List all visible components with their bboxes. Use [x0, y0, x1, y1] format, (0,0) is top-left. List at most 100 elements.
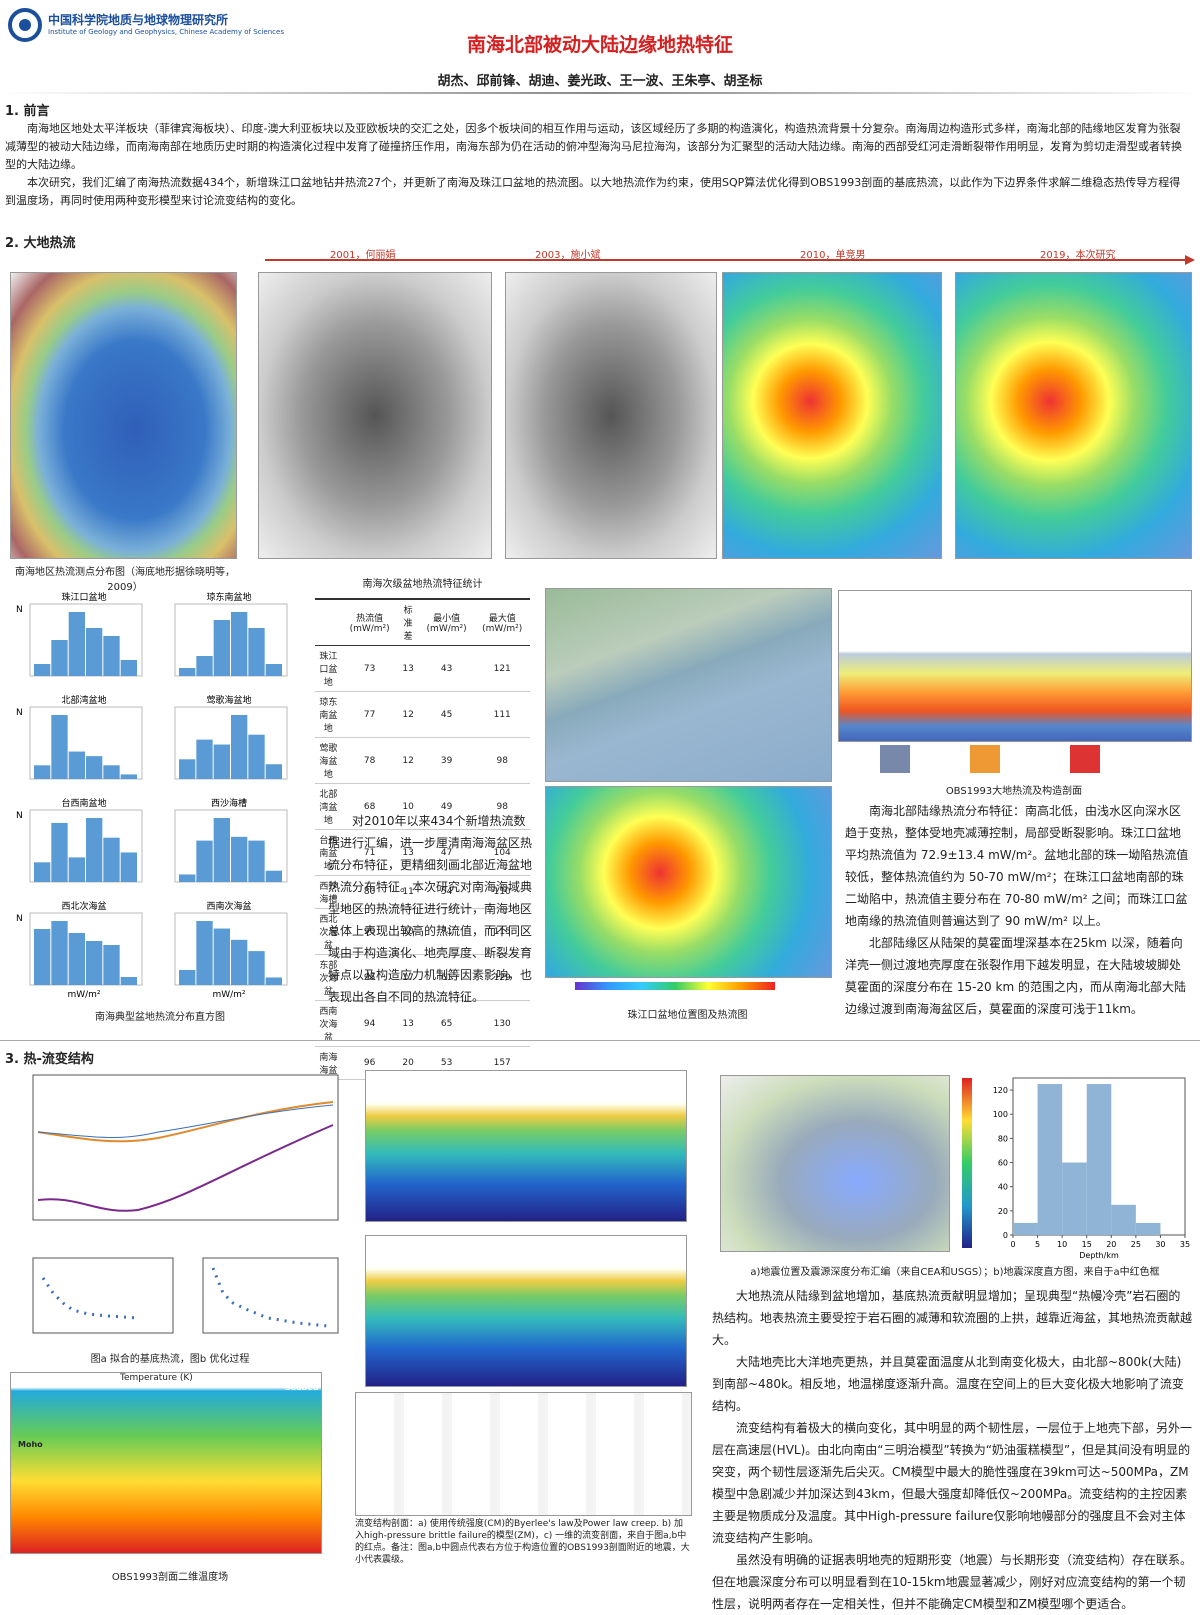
table-cell: 北部湾盆地 — [315, 783, 342, 830]
map-2001 — [258, 272, 492, 559]
y-tick-label: 40 — [998, 1183, 1008, 1192]
table-cell: 西沙海槽 — [315, 875, 342, 909]
depth-histogram: 0 20 40 60 80 100 120 0 5 10 15 20 25 30 35 Depth/km — [993, 1077, 1190, 1260]
table-cell: 43 — [418, 645, 475, 692]
pearl-location-map — [545, 588, 832, 782]
table-header-cell: 标准差 — [397, 598, 419, 646]
table-cell: 73 — [341, 645, 398, 692]
fit-caption: 图a 拟合的基底热流，图b 优化过程 — [90, 1354, 250, 1365]
bar — [120, 660, 137, 676]
intro-text: 南海地区地处太平洋板块（菲律宾海板块）、印度-澳大利亚板块以及亚欧板块的交汇之处… — [5, 120, 1190, 210]
bar — [34, 765, 51, 779]
section-heading: 1. 前言 — [5, 104, 50, 119]
paragraph: 虽然没有明确的证据表明地壳的短期形变（地震）与长期形变（流变结构）存在联系。但在… — [712, 1553, 1193, 1611]
bar — [51, 715, 68, 779]
table-box: 热流值 (mW/m²) 标准差 最小值 (mW/m²) 最大值 (mW/m²) 珠江口盆… — [315, 598, 530, 1080]
y-unit: N — [16, 811, 23, 821]
histogram-panel: 西北次海盆 NmW/m² — [16, 900, 143, 999]
table-cell: 77 — [341, 691, 398, 738]
paragraph: 对2010年以来434个新增热流数据进行汇编，进一步厘清南海海盆区热流分布特征，… — [328, 814, 533, 1004]
y-tick-label: 120 — [993, 1086, 1008, 1095]
histogram-title: 西沙海槽 — [211, 797, 247, 809]
bar — [248, 628, 265, 676]
bar — [213, 818, 230, 882]
table-cell: 90 — [341, 908, 398, 955]
bar — [1013, 1222, 1038, 1235]
x-tick-label: 10 — [1057, 1240, 1067, 1249]
bar — [86, 628, 103, 676]
table-cell: 65 — [418, 1000, 475, 1047]
table-cell: 12 — [397, 737, 419, 784]
pearl-heatflow-map — [545, 786, 832, 978]
x-unit: mW/m² — [212, 990, 245, 999]
x-tick-label: 35 — [1180, 1240, 1190, 1249]
bar — [86, 818, 103, 882]
bar — [68, 612, 85, 676]
plot-frame — [202, 1257, 339, 1334]
optimization-plots — [32, 1257, 339, 1334]
bar — [196, 739, 213, 779]
table-row: 西北次海盆 90 10 71 115 — [315, 908, 530, 955]
map-caption: 南海地区热流测点分布图（海底地形据徐晓明等，2009） — [15, 567, 235, 593]
table-cell: 莺歌海盆地 — [315, 737, 342, 784]
bar — [265, 664, 282, 676]
paragraph: 本次研究，我们汇编了南海热流数据434个，新增珠江口盆地钻井热流27个，并更新了… — [5, 176, 1181, 207]
bar — [179, 969, 196, 985]
table-cell: 13 — [397, 1000, 419, 1047]
temperature-title: Temperature (K) — [120, 1373, 193, 1383]
bar — [231, 836, 248, 882]
histogram-panel: 台西南盆地 N — [16, 797, 143, 883]
table-cell: 西北次海盆 — [315, 908, 342, 955]
pearl-caption: 珠江口盆地位置图及热流图 — [627, 1010, 748, 1021]
plot-frame — [32, 1074, 339, 1221]
seabed-label: Seabed — [285, 1383, 319, 1392]
table-cell: 94 — [341, 1000, 398, 1047]
table-cell: 13 — [397, 645, 419, 692]
bar — [86, 941, 103, 985]
bar — [196, 656, 213, 676]
table-row: 北部湾盆地 68 10 49 98 — [315, 783, 530, 830]
bar — [120, 977, 137, 985]
obs-section — [838, 590, 1192, 742]
table-cell: 71 — [341, 829, 398, 876]
curve — [37, 1101, 334, 1143]
bar — [103, 945, 120, 985]
y-tick-label: 0 — [1003, 1231, 1008, 1240]
table-cell: 13 — [397, 829, 419, 876]
bar — [196, 921, 213, 985]
table-cell: 111 — [474, 691, 530, 738]
bar — [86, 756, 103, 779]
bar — [1135, 1222, 1161, 1235]
y-unit: N — [16, 914, 23, 924]
curve — [37, 1104, 334, 1138]
table-header-cell: 最小值 (mW/m²) — [418, 598, 475, 646]
table-cell: 台西南盆地 — [315, 829, 342, 876]
section-heading: 2. 大地热流 — [5, 236, 76, 251]
paragraph: 大陆地壳比大洋地壳更热，并且莫霍面温度从北到南变化极大，由北部~800k(大陆)… — [712, 1355, 1184, 1413]
map-2010 — [722, 272, 942, 559]
strength-caption: 流变结构剖面：a) 使用传统强度(CM)的Byerlee's law及Power… — [355, 1519, 690, 1565]
text-block: 对2010年以来434个新增热流数据进行汇编，进一步厘清南海海盆区热流分布特征，… — [328, 810, 533, 1008]
map-heatflow-sites — [10, 272, 237, 559]
bar — [213, 744, 230, 779]
table-cell: 11 — [397, 875, 419, 909]
bar — [265, 870, 282, 882]
table-cell: 10 — [397, 783, 419, 830]
bar — [103, 837, 120, 882]
paragraph: 北部陆缘区从陆架的莫霍面埋深基本在25km 以深，随着向洋壳一侧过渡地壳厚度在张… — [845, 936, 1186, 1016]
institute-en: Institute of Geology and Geophysics, Chi… — [48, 28, 284, 36]
strength-cm — [365, 1070, 687, 1222]
obs-caption: OBS1993大地热流及构造剖面 — [945, 786, 1083, 797]
obs-legend — [880, 745, 1160, 773]
table-header-cell: 最大值 (mW/m²) — [474, 598, 530, 646]
bar — [213, 620, 230, 676]
histogram-caption: 南海典型盆地热流分布直方图 — [95, 1012, 225, 1023]
bar — [68, 933, 85, 985]
bar — [34, 862, 51, 882]
quake-caption: a)地震位置及震源深度分布汇编（来自CEA和USGS）；b)地震深度直方图，来自… — [750, 1267, 1160, 1278]
table-cell: 12 — [397, 691, 419, 738]
bar — [1111, 1204, 1136, 1235]
heatflow-text: 南海北部陆缘热流分布特征：南高北低，由浅水区向深水区趋于变热，整体受地壳减薄控制… — [845, 800, 1190, 1020]
bar — [68, 751, 85, 779]
bar — [179, 759, 196, 779]
